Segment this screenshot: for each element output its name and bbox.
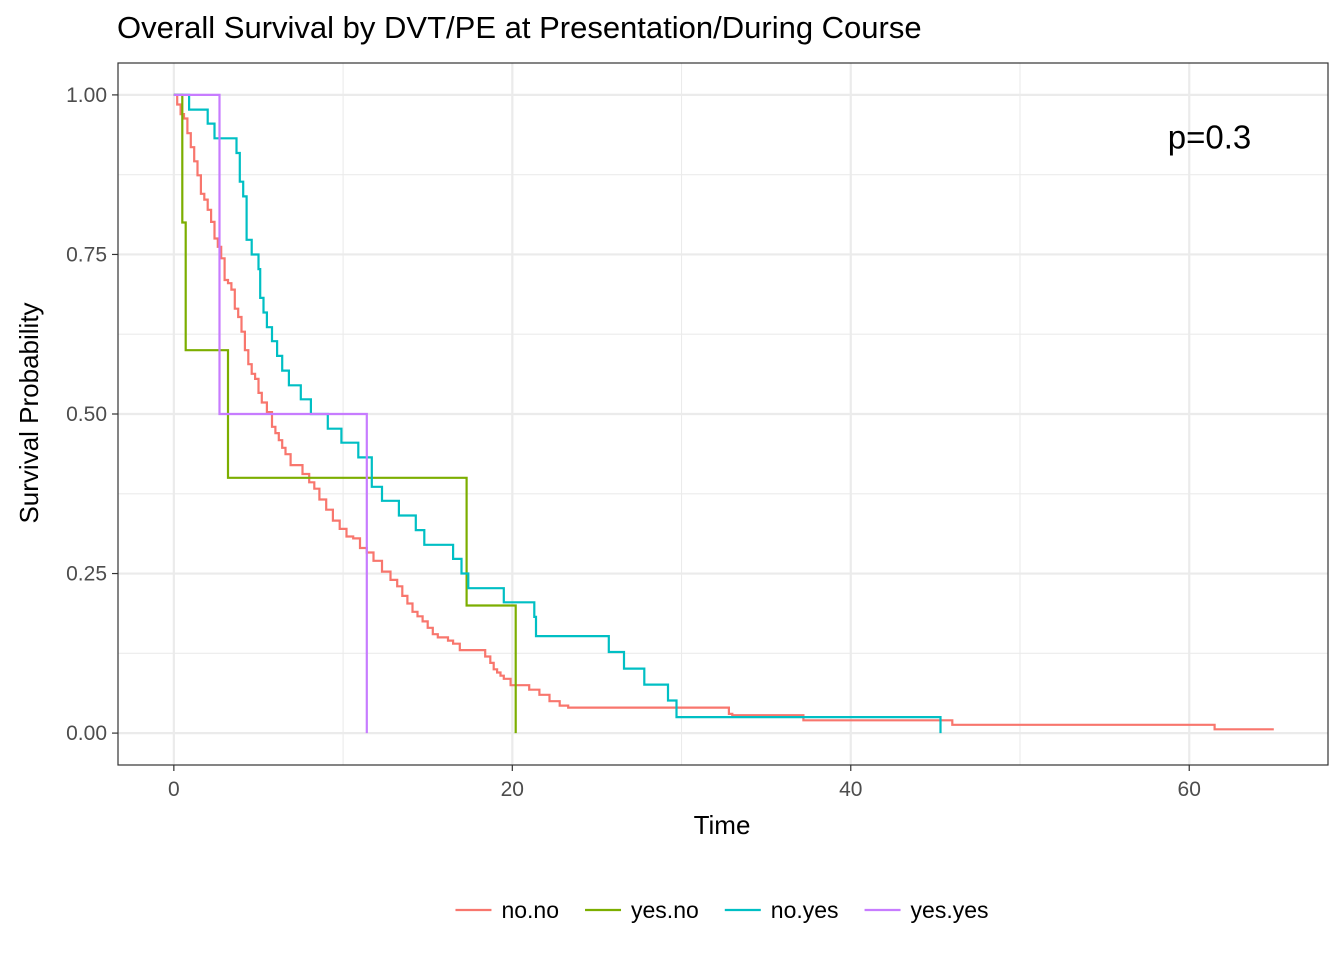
legend-label-no.no: no.no — [501, 897, 559, 923]
legend-label-yes.no: yes.no — [631, 897, 699, 923]
y-tick-label: 0.75 — [66, 243, 107, 266]
x-tick-label: 0 — [168, 778, 180, 801]
y-axis-label: Survival Probability — [14, 302, 44, 523]
series-line-yes.yes — [173, 93, 368, 734]
x-tick-label: 20 — [501, 778, 524, 801]
y-axis: 0.00 0.25 0.50 0.75 1.00 — [66, 84, 118, 745]
chart-title: Overall Survival by DVT/PE at Presentati… — [117, 10, 922, 45]
legend-item-yes.no: yes.no — [585, 897, 699, 923]
series-line-no.no — [173, 93, 1274, 731]
p-value-annotation: p=0.3 — [1168, 118, 1252, 155]
legend-item-yes.yes: yes.yes — [864, 897, 989, 923]
x-tick-label: 60 — [1178, 778, 1201, 801]
y-tick-label: 0.00 — [66, 722, 107, 745]
legend-label-no.yes: no.yes — [771, 897, 839, 923]
series-line-yes.no — [173, 93, 517, 734]
y-tick-label: 0.25 — [66, 563, 107, 586]
series-layer — [173, 93, 1274, 734]
x-axis-label: Time — [694, 810, 751, 840]
legend-item-no.yes: no.yes — [724, 897, 839, 923]
legend-label-yes.yes: yes.yes — [911, 897, 989, 923]
legend: no.no yes.no no.yes yes.yes — [455, 897, 989, 923]
series-line-no.yes — [173, 93, 942, 734]
y-tick-label: 1.00 — [66, 84, 107, 107]
legend-item-no.no: no.no — [455, 897, 559, 923]
y-tick-label: 0.50 — [66, 403, 107, 426]
plot-panel — [117, 62, 1329, 766]
x-axis: 0 20 40 60 — [168, 765, 1201, 801]
x-tick-label: 40 — [839, 778, 862, 801]
